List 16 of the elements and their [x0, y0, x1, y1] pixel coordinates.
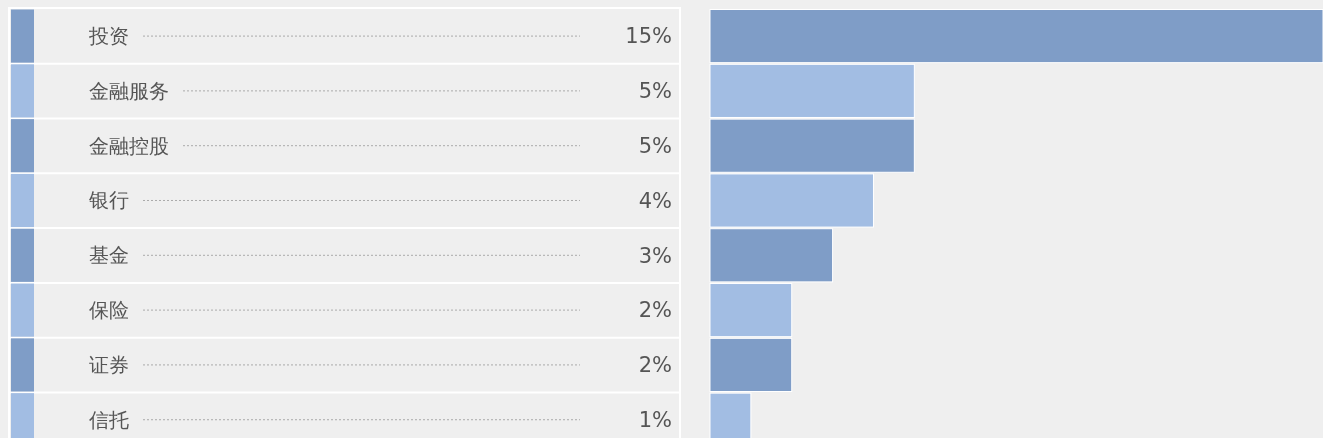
data-label: 5%: [638, 79, 672, 104]
y-tick-label: 基金: [89, 243, 129, 268]
y-tick-label: 投资: [88, 24, 129, 49]
data-label: 1%: [638, 408, 672, 433]
y-tick-label: 信托: [89, 407, 129, 432]
y-tick-label: 金融控股: [89, 133, 169, 158]
y-tick-label: 银行: [88, 188, 129, 213]
data-label: 4%: [638, 188, 672, 213]
data-label: 3%: [638, 243, 672, 268]
data-label: 15%: [625, 24, 672, 49]
y-tick-label: 保险: [89, 298, 129, 323]
data-label: 5%: [638, 134, 672, 159]
y-tick-label: 证券: [89, 352, 129, 377]
data-label: 2%: [638, 298, 672, 323]
y-tick-label: 金融服务: [89, 78, 169, 103]
data-label: 2%: [638, 353, 672, 378]
